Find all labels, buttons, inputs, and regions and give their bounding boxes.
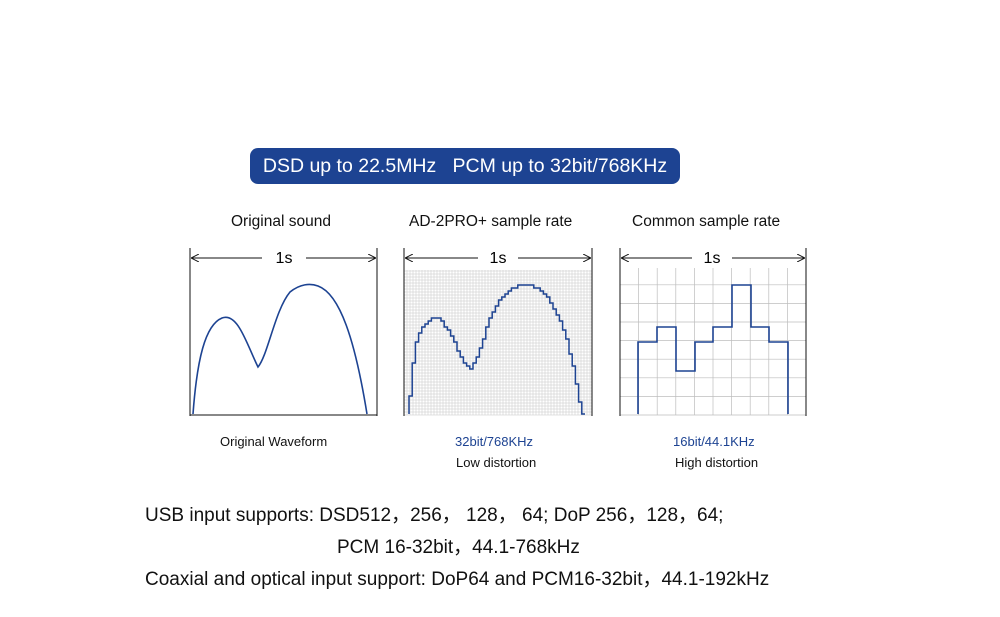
- coaxial-optical-line: Coaxial and optical input support: DoP64…: [145, 569, 770, 590]
- panel-title-ad2pro: AD-2PRO+ sample rate: [409, 213, 573, 230]
- panel-ad2pro: 1s: [403, 248, 593, 416]
- caption-ad2pro-distortion: Low distortion: [456, 455, 537, 470]
- caption-common-distortion: High distortion: [675, 455, 759, 470]
- original-waveform: [192, 283, 368, 415]
- caption-common-rate: 16bit/44.1KHz: [673, 434, 755, 449]
- span-label: 1s: [490, 250, 507, 267]
- usb-support-line: USB input supports: DSD512，256， 128， 64;…: [145, 505, 724, 526]
- panel-title-original: Original sound: [231, 213, 331, 230]
- panel-common: 1s: [619, 248, 807, 416]
- panel-title-common: Common sample rate: [632, 213, 781, 230]
- caption-ad2pro-rate: 32bit/768KHz: [455, 434, 534, 449]
- span-label: 1s: [276, 250, 293, 267]
- spec-banner: DSD up to 22.5MHz PCM up to 32bit/768KHz: [250, 148, 680, 184]
- sampled-waveform-coarse: [637, 284, 789, 414]
- sampled-waveform-fine: [408, 284, 585, 415]
- span-label: 1s: [704, 250, 721, 267]
- caption-original-waveform: Original Waveform: [220, 434, 328, 449]
- panel-original: 1s: [189, 248, 378, 416]
- pcm-support-line: PCM 16-32bit，44.1-768kHz: [337, 537, 580, 558]
